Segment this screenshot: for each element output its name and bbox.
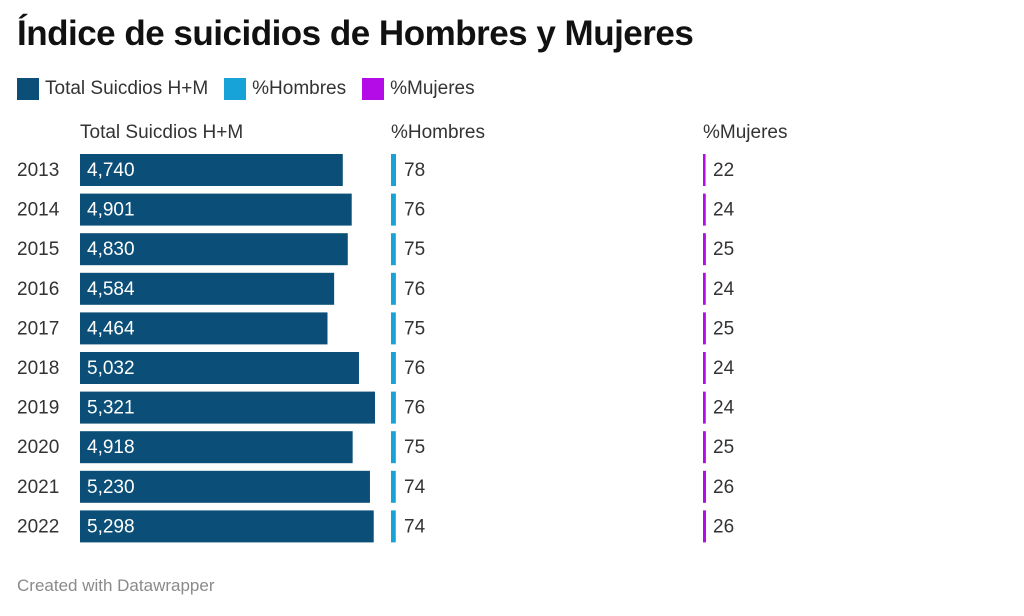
bar-total-label: 5,230	[87, 477, 135, 498]
legend-label-hombres: %Hombres	[252, 78, 347, 99]
row-label: 2019	[17, 398, 59, 419]
bar-hombres	[391, 154, 396, 186]
bar-hombres-label: 78	[404, 160, 425, 181]
legend-swatch-hombres	[224, 78, 247, 100]
bar-hombres-label: 74	[404, 477, 426, 498]
row-label: 2021	[17, 477, 59, 498]
bar-mujeres-label: 25	[713, 437, 734, 458]
bar-hombres	[391, 193, 396, 226]
bar-total-label: 4,584	[87, 279, 135, 300]
legend-item-hombres: %Hombres	[224, 78, 346, 100]
footer-credit: Created with Datawrapper	[17, 576, 215, 595]
bar-hombres-label: 76	[404, 398, 425, 419]
bar-total-label: 5,298	[87, 516, 135, 537]
bar-mujeres-label: 26	[713, 516, 734, 537]
bar-hombres-label: 76	[404, 358, 425, 379]
bar-mujeres	[703, 352, 706, 384]
row-label: 2022	[17, 516, 59, 537]
legend-item-mujeres: %Mujeres	[362, 78, 475, 100]
bar-total-label: 5,321	[87, 398, 135, 419]
bar-hombres	[391, 510, 396, 543]
bar-mujeres-label: 24	[713, 279, 735, 300]
legend-item-total: Total Suicdios H+M	[17, 78, 208, 100]
bar-hombres	[391, 431, 396, 464]
bar-total	[80, 470, 370, 503]
bar-total	[80, 510, 374, 543]
column-header-mujeres: %Mujeres	[703, 122, 788, 143]
bar-total-label: 4,740	[87, 160, 135, 181]
bar-total	[80, 233, 348, 266]
bar-mujeres-label: 26	[713, 477, 734, 498]
bar-mujeres	[703, 431, 706, 464]
bar-hombres	[391, 233, 396, 266]
bar-hombres-label: 75	[404, 437, 425, 458]
legend-label-mujeres: %Mujeres	[390, 78, 475, 99]
bar-total	[80, 312, 328, 345]
bar-mujeres	[703, 193, 706, 226]
bar-hombres-label: 74	[404, 516, 426, 537]
bar-hombres-label: 75	[404, 239, 425, 260]
bar-mujeres-label: 24	[713, 200, 735, 221]
bar-total-label: 4,464	[87, 318, 135, 339]
chart-title: Índice de suicidios de Hombres y Mujeres	[17, 14, 694, 53]
row-label: 2020	[17, 437, 59, 458]
bar-mujeres-label: 25	[713, 318, 734, 339]
legend-label-total: Total Suicdios H+M	[45, 78, 209, 99]
column-header-hombres: %Hombres	[391, 122, 485, 143]
bar-total-label: 4,830	[87, 239, 135, 260]
bar-mujeres	[703, 272, 706, 305]
row-label: 2016	[17, 279, 59, 300]
row-label: 2017	[17, 318, 59, 339]
bar-total	[80, 272, 335, 305]
bar-hombres-label: 76	[404, 279, 425, 300]
bar-mujeres-label: 22	[713, 160, 734, 181]
bar-total-label: 4,918	[87, 437, 135, 458]
column-header-total: Total Suicdios H+M	[80, 122, 244, 143]
bar-mujeres	[703, 154, 706, 186]
bar-mujeres-label: 25	[713, 239, 734, 260]
bar-hombres	[391, 312, 396, 345]
bar-hombres	[391, 272, 396, 305]
bar-mujeres	[703, 470, 706, 503]
legend-swatch-mujeres	[362, 78, 385, 100]
legend-swatch-total	[17, 78, 39, 100]
bar-total	[80, 193, 352, 226]
row-label: 2018	[17, 358, 59, 379]
row-label: 2015	[17, 239, 59, 260]
bar-mujeres	[703, 510, 706, 543]
bar-mujeres-label: 24	[713, 398, 735, 419]
bar-hombres-label: 75	[404, 318, 425, 339]
bar-hombres	[391, 391, 396, 424]
bar-total-label: 5,032	[87, 358, 135, 379]
bar-total	[80, 352, 359, 384]
row-label: 2014	[17, 200, 60, 221]
bar-mujeres	[703, 391, 706, 424]
bar-total	[80, 154, 343, 186]
legend: Total Suicdios H+M %Hombres %Mujeres	[17, 76, 491, 102]
bar-mujeres	[703, 233, 706, 266]
bar-mujeres	[703, 312, 706, 345]
bar-hombres	[391, 470, 396, 503]
bar-hombres-label: 76	[404, 200, 425, 221]
bar-total	[80, 431, 353, 464]
row-label: 2013	[17, 160, 59, 181]
bar-total	[80, 391, 375, 424]
bar-hombres	[391, 352, 396, 384]
bar-total-label: 4,901	[87, 200, 135, 221]
bar-mujeres-label: 24	[713, 358, 735, 379]
